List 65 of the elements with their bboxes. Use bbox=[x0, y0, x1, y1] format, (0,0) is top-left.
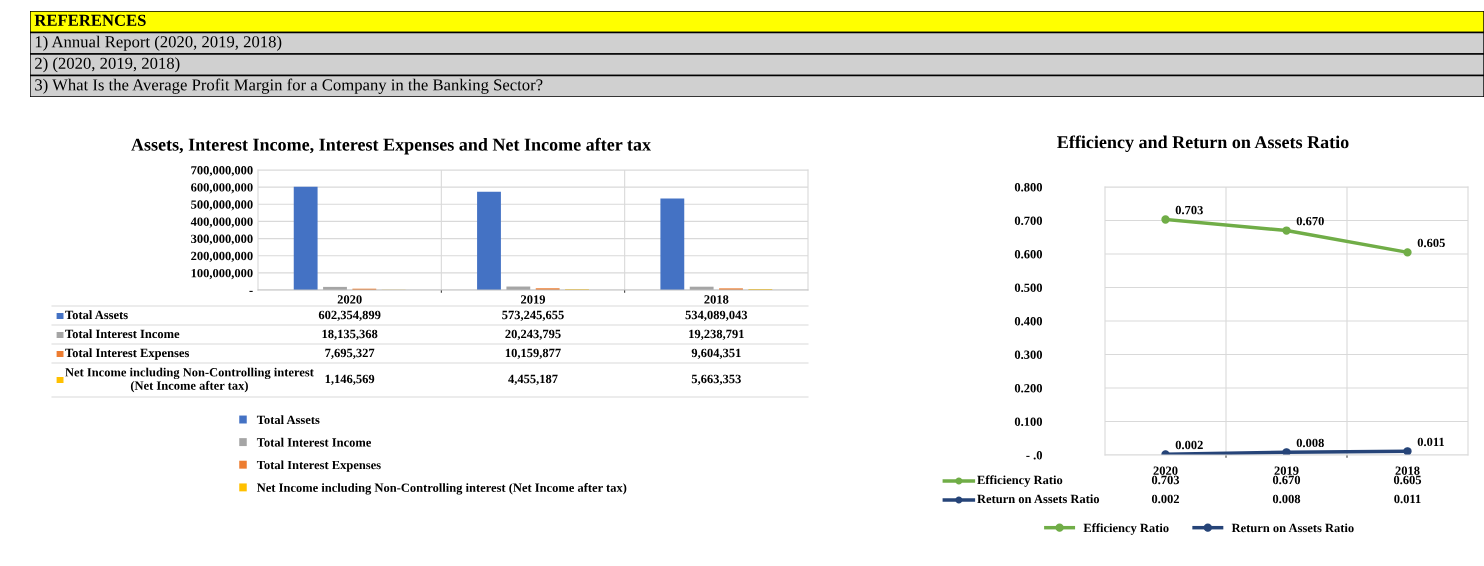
y-tick-label: 0.500 bbox=[1014, 283, 1043, 293]
x-tick-label: 2018 bbox=[704, 295, 729, 304]
data-label: 0.703 bbox=[1151, 475, 1180, 485]
text: 0.703 bbox=[1175, 205, 1203, 215]
data-label: 0.011 bbox=[1394, 494, 1421, 504]
x-tick-label: 2019 bbox=[521, 295, 546, 304]
chart-title: Assets, Interest Income, Interest Expenses and Net Income after tax bbox=[131, 137, 651, 155]
legend-label: Total Interest Expenses bbox=[256, 460, 381, 472]
y-tick-label: 500,000,000 bbox=[191, 200, 253, 211]
text: 0.008 bbox=[1296, 438, 1324, 448]
text: 1) Annual Report (2020, 2019, 2018) bbox=[35, 35, 282, 51]
data-label: 19,238,791 bbox=[689, 329, 744, 340]
data-label: 4,455,187 bbox=[508, 374, 558, 385]
y-tick-label: 0.100 bbox=[1014, 417, 1043, 427]
data-label: 18,135,368 bbox=[322, 329, 378, 340]
legend-label: Total Interest Income bbox=[256, 437, 372, 447]
data-label: 9,604,351 bbox=[691, 348, 741, 359]
y-tick-label: 700,000,000 bbox=[191, 166, 253, 177]
data-label: 20,243,795 bbox=[505, 329, 561, 340]
data-label: 10,159,877 bbox=[505, 348, 561, 359]
text: REFERENCES bbox=[34, 14, 146, 26]
text: Total Interest Income bbox=[65, 329, 180, 339]
chart-title: Efficiency and Return on Assets Ratio bbox=[1057, 135, 1349, 153]
x-tick-label: 2019 bbox=[1274, 466, 1299, 475]
y-tick-label: 0.400 bbox=[1014, 317, 1043, 326]
data-label: 0.008 bbox=[1272, 494, 1301, 504]
data-label: 0.670 bbox=[1272, 475, 1301, 485]
text: Total Interest Expenses bbox=[65, 348, 190, 360]
legend-label: Return on Assets Ratio bbox=[1231, 523, 1354, 533]
y-tick-label: 300,000,000 bbox=[191, 234, 253, 245]
text: 0.605 bbox=[1417, 238, 1445, 248]
x-tick-label: 2018 bbox=[1395, 466, 1420, 475]
text: 2) (2020, 2019, 2018) bbox=[35, 57, 180, 73]
y-tick-label: 0.700 bbox=[1014, 216, 1043, 226]
data-label: 0.605 bbox=[1393, 475, 1422, 485]
y-tick-label: - bbox=[249, 290, 253, 292]
legend-label: Net Income including Non-Controlling interest (Net Income after tax) bbox=[65, 367, 314, 393]
x-tick-label: 2020 bbox=[337, 295, 362, 304]
y-tick-label: 400,000,000 bbox=[190, 217, 253, 228]
data-label: 1,146,569 bbox=[325, 374, 375, 385]
text: Efficiency Ratio bbox=[1083, 523, 1169, 535]
y-tick-label: 200,000,000 bbox=[191, 251, 253, 262]
text: Return on Assets Ratio bbox=[977, 494, 1100, 504]
text: Net Income including Non-Controlling interest (Net Income after tax) bbox=[256, 483, 627, 495]
y-tick-label: 0.800 bbox=[1014, 183, 1043, 192]
x-tick-label: 2020 bbox=[1153, 466, 1178, 475]
y-tick-label: 100,000,000 bbox=[191, 268, 253, 280]
data-label: 573,245,655 bbox=[502, 310, 564, 321]
data-label: 602,354,899 bbox=[318, 310, 381, 321]
data-label: 0.002 bbox=[1151, 494, 1180, 504]
y-tick-label: - .0 bbox=[1026, 451, 1043, 460]
y-tick-label: 0.300 bbox=[1014, 350, 1043, 360]
data-label: 5,663,353 bbox=[691, 374, 741, 385]
data-label: 534,089,043 bbox=[685, 310, 748, 321]
text: Total Assets bbox=[65, 310, 128, 320]
y-tick-label: 600,000,000 bbox=[191, 183, 253, 194]
text: 0.002 bbox=[1175, 440, 1203, 450]
legend-label: Total Assets bbox=[256, 415, 320, 425]
text: 0.670 bbox=[1296, 216, 1324, 226]
data-label: 7,695,327 bbox=[325, 348, 375, 359]
y-tick-label: 0.600 bbox=[1014, 250, 1043, 259]
text: 3) What Is the Average Profit Margin for a Company in the Banking Sector? bbox=[35, 78, 543, 94]
text: 0.011 bbox=[1417, 437, 1445, 447]
y-tick-label: 0.200 bbox=[1014, 384, 1043, 393]
legend-label: Efficiency Ratio bbox=[977, 475, 1063, 487]
